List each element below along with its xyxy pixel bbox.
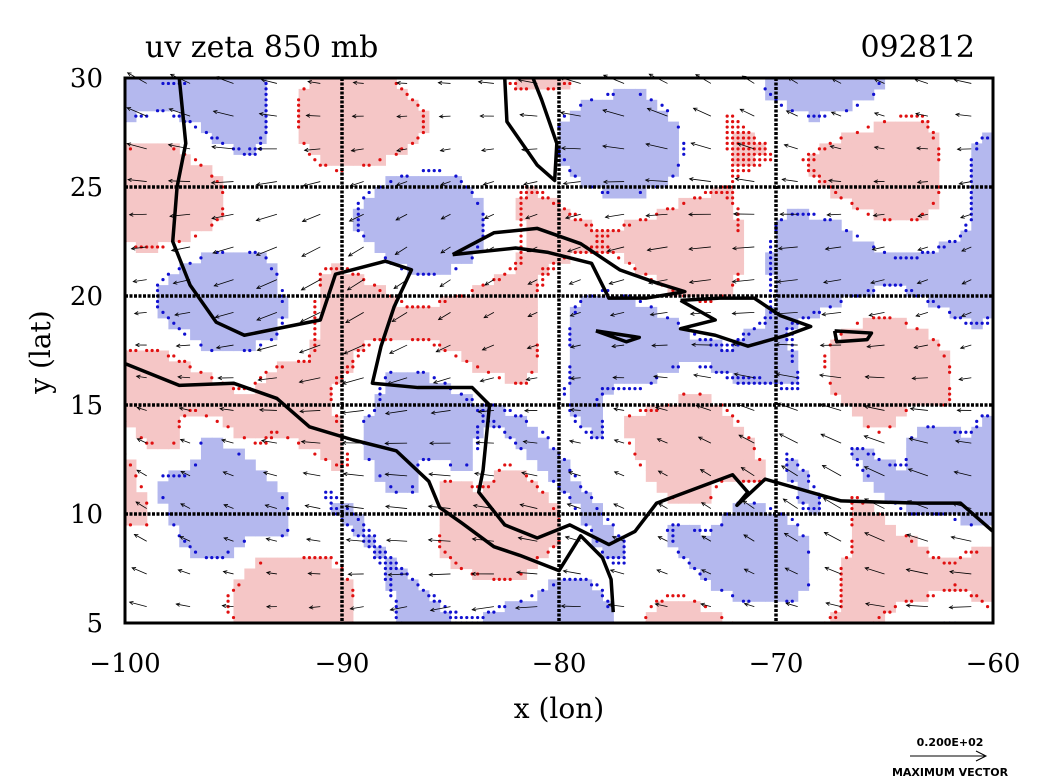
plot-frame	[123, 76, 995, 625]
x-tick-label: −90	[315, 649, 370, 679]
y-tick-label: 15	[70, 391, 103, 421]
axis-ticks: −100 −90 −80 −70 −60 5 10 15 20 25 30	[70, 64, 1021, 679]
y-tick-label: 25	[70, 173, 103, 203]
coastline-5	[832, 329, 874, 344]
coastline-2	[451, 226, 687, 300]
y-tick-label: 5	[86, 609, 103, 639]
x-tick-label: −70	[749, 649, 804, 679]
y-axis-label: y (lat)	[24, 310, 57, 394]
plot-area	[123, 72, 995, 625]
vector-key-value: 0.200E+02	[917, 736, 984, 749]
wind-vectors	[126, 72, 972, 612]
x-tick-label: −80	[532, 649, 587, 679]
y-tick-label: 30	[70, 64, 103, 94]
x-tick-label: −60	[966, 649, 1021, 679]
coastline-0	[170, 78, 993, 547]
vector-key-caption: MAXIMUM VECTOR	[892, 766, 1009, 779]
coastline-4	[595, 329, 642, 344]
lat-lon-grid	[125, 78, 993, 623]
chart-subtitle: 092812	[860, 30, 975, 65]
chart-title: uv zeta 850 mb	[145, 30, 378, 65]
coastline-6	[503, 78, 559, 183]
x-axis-label: x (lon)	[514, 692, 604, 725]
x-tick-label: −100	[89, 649, 160, 679]
vorticity-field	[125, 78, 993, 623]
vector-key: 0.200E+02 MAXIMUM VECTOR	[892, 736, 1009, 779]
y-tick-label: 10	[70, 500, 103, 530]
coastline-3	[678, 296, 813, 348]
y-tick-label: 20	[70, 282, 103, 312]
